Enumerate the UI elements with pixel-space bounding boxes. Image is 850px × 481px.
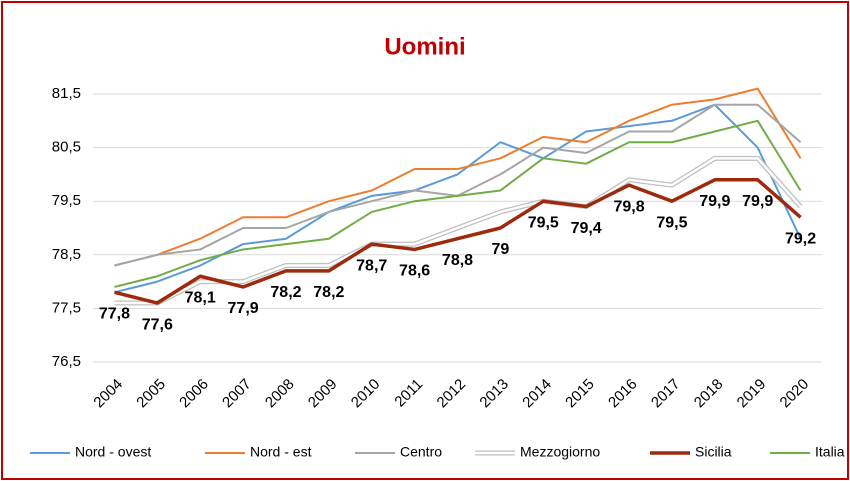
chart-title: Uomini: [384, 33, 465, 60]
data-label: 78,7: [356, 257, 387, 274]
data-label: 77,6: [142, 316, 173, 333]
data-label: 79,5: [528, 214, 559, 231]
y-tick-label: 78,5: [52, 246, 81, 263]
data-label: 78,6: [399, 263, 430, 280]
data-label: 79,4: [571, 220, 602, 237]
series-line: [114, 178, 802, 305]
legend-label: Sicilia: [695, 444, 732, 460]
series-line: [114, 87, 802, 267]
series-line: [114, 103, 802, 294]
legend-label: Italia: [815, 444, 845, 460]
y-tick-label: 80,5: [52, 139, 81, 156]
data-label: 77,8: [99, 306, 130, 323]
y-tick-label: 77,5: [52, 299, 81, 316]
data-label: 78,1: [185, 289, 216, 306]
data-label: 79,9: [699, 193, 730, 210]
legend-label: Nord - ovest: [75, 444, 151, 460]
data-label: 79,5: [656, 214, 687, 231]
data-label: 78,2: [270, 284, 301, 301]
y-tick-label: 81,5: [52, 85, 81, 102]
data-label: 79,2: [785, 230, 816, 247]
legend-label: Nord - est: [250, 444, 312, 460]
data-label: 78,2: [313, 284, 344, 301]
series-line: [114, 119, 802, 288]
data-label: 79,9: [742, 193, 773, 210]
data-label: 78,8: [442, 252, 473, 269]
data-label: 79: [491, 241, 509, 258]
data-label: 79,8: [613, 198, 644, 215]
y-tick-label: 79,5: [52, 192, 81, 209]
y-tick-label: 76,5: [52, 353, 81, 370]
legend-label: Mezzogiorno: [520, 444, 600, 460]
data-label: 77,9: [228, 300, 259, 317]
legend-label: Centro: [400, 444, 442, 460]
